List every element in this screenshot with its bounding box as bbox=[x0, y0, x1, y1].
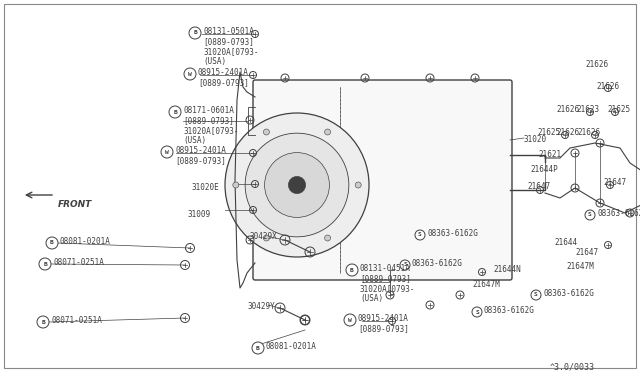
Text: 31020A[0793-: 31020A[0793- bbox=[183, 126, 239, 135]
Text: 21644: 21644 bbox=[554, 238, 577, 247]
Circle shape bbox=[39, 258, 51, 270]
Text: 21647M: 21647M bbox=[472, 280, 500, 289]
Text: 30429X: 30429X bbox=[250, 232, 278, 241]
Text: FRONT: FRONT bbox=[58, 200, 92, 209]
Text: B: B bbox=[193, 31, 197, 35]
Text: 08081-0201A: 08081-0201A bbox=[266, 342, 317, 351]
Circle shape bbox=[169, 106, 181, 118]
Text: 21647: 21647 bbox=[575, 248, 598, 257]
Text: S: S bbox=[534, 292, 538, 298]
Text: 21647: 21647 bbox=[603, 178, 626, 187]
Circle shape bbox=[245, 133, 349, 237]
Text: B: B bbox=[256, 346, 260, 350]
Circle shape bbox=[225, 113, 369, 257]
Text: S: S bbox=[588, 212, 592, 218]
Text: 08131-0451A: 08131-0451A bbox=[360, 264, 411, 273]
Text: ^3.0/0033: ^3.0/0033 bbox=[550, 362, 595, 371]
Text: W: W bbox=[188, 71, 192, 77]
Text: 08363-6162G: 08363-6162G bbox=[412, 259, 463, 268]
Text: 08363-6162G: 08363-6162G bbox=[543, 289, 594, 298]
Text: S: S bbox=[403, 263, 407, 267]
Text: 31020A[0793-: 31020A[0793- bbox=[203, 47, 259, 56]
Circle shape bbox=[264, 129, 269, 135]
Text: [0889-0793]: [0889-0793] bbox=[183, 116, 234, 125]
Text: 08171-0601A: 08171-0601A bbox=[183, 106, 234, 115]
Text: 21625: 21625 bbox=[537, 128, 560, 137]
Circle shape bbox=[233, 182, 239, 188]
Circle shape bbox=[189, 27, 201, 39]
Text: B: B bbox=[50, 241, 54, 246]
Text: 31009: 31009 bbox=[188, 210, 211, 219]
Text: W: W bbox=[348, 317, 352, 323]
Text: 08081-0201A: 08081-0201A bbox=[60, 237, 111, 246]
Text: [0889-0793]: [0889-0793] bbox=[360, 274, 411, 283]
Text: 08915-2401A: 08915-2401A bbox=[358, 314, 409, 323]
Text: B: B bbox=[350, 267, 354, 273]
Text: 21626: 21626 bbox=[577, 128, 600, 137]
Text: 21647: 21647 bbox=[527, 182, 550, 191]
Text: 31020E: 31020E bbox=[192, 183, 220, 192]
Text: 21625: 21625 bbox=[607, 105, 630, 114]
Circle shape bbox=[355, 182, 361, 188]
Circle shape bbox=[324, 129, 331, 135]
Circle shape bbox=[415, 230, 425, 240]
Text: 21626: 21626 bbox=[585, 60, 608, 69]
Text: (USA): (USA) bbox=[203, 57, 226, 66]
Text: 08071-0251A: 08071-0251A bbox=[53, 258, 104, 267]
Text: 08363-6162G: 08363-6162G bbox=[484, 306, 535, 315]
Text: 30429Y: 30429Y bbox=[247, 302, 275, 311]
Circle shape bbox=[585, 210, 595, 220]
Text: 08915-2401A: 08915-2401A bbox=[198, 68, 249, 77]
Text: 08071-0251A: 08071-0251A bbox=[51, 316, 102, 325]
Text: 31020: 31020 bbox=[524, 135, 547, 144]
Circle shape bbox=[324, 235, 331, 241]
Text: W: W bbox=[165, 150, 169, 154]
Circle shape bbox=[344, 314, 356, 326]
Circle shape bbox=[252, 342, 264, 354]
Circle shape bbox=[400, 260, 410, 270]
Text: 21626: 21626 bbox=[556, 105, 579, 114]
Circle shape bbox=[46, 237, 58, 249]
Circle shape bbox=[184, 68, 196, 80]
Text: 08915-2401A: 08915-2401A bbox=[175, 146, 226, 155]
Circle shape bbox=[161, 146, 173, 158]
Text: (USA): (USA) bbox=[183, 136, 206, 145]
Circle shape bbox=[531, 290, 541, 300]
Text: 21644P: 21644P bbox=[530, 165, 557, 174]
Text: 21626: 21626 bbox=[556, 128, 579, 137]
Text: (USA): (USA) bbox=[360, 294, 383, 303]
Text: [0889-0793]: [0889-0793] bbox=[175, 156, 226, 165]
Text: B: B bbox=[41, 320, 45, 324]
Text: 31020A[0793-: 31020A[0793- bbox=[360, 284, 415, 293]
Circle shape bbox=[264, 235, 269, 241]
Text: [0889-0793]: [0889-0793] bbox=[358, 324, 409, 333]
Circle shape bbox=[472, 307, 482, 317]
Text: S: S bbox=[418, 232, 422, 237]
Text: 21621: 21621 bbox=[538, 150, 561, 159]
Text: [0889-0793]: [0889-0793] bbox=[203, 37, 254, 46]
Text: 21644N: 21644N bbox=[493, 265, 521, 274]
Text: 21647M: 21647M bbox=[566, 262, 594, 271]
Text: 08131-0501A: 08131-0501A bbox=[203, 27, 254, 36]
Text: [0889-0793]: [0889-0793] bbox=[198, 78, 249, 87]
Circle shape bbox=[346, 264, 358, 276]
Text: 21626: 21626 bbox=[596, 82, 619, 91]
Text: B: B bbox=[43, 262, 47, 266]
Circle shape bbox=[264, 153, 330, 217]
Text: 21623: 21623 bbox=[576, 105, 599, 114]
Circle shape bbox=[289, 176, 306, 194]
Circle shape bbox=[37, 316, 49, 328]
Text: 08363-6162G: 08363-6162G bbox=[427, 229, 478, 238]
Text: 08363-6162G: 08363-6162G bbox=[597, 209, 640, 218]
FancyBboxPatch shape bbox=[253, 80, 512, 280]
Text: B: B bbox=[173, 109, 177, 115]
Text: S: S bbox=[475, 310, 479, 314]
